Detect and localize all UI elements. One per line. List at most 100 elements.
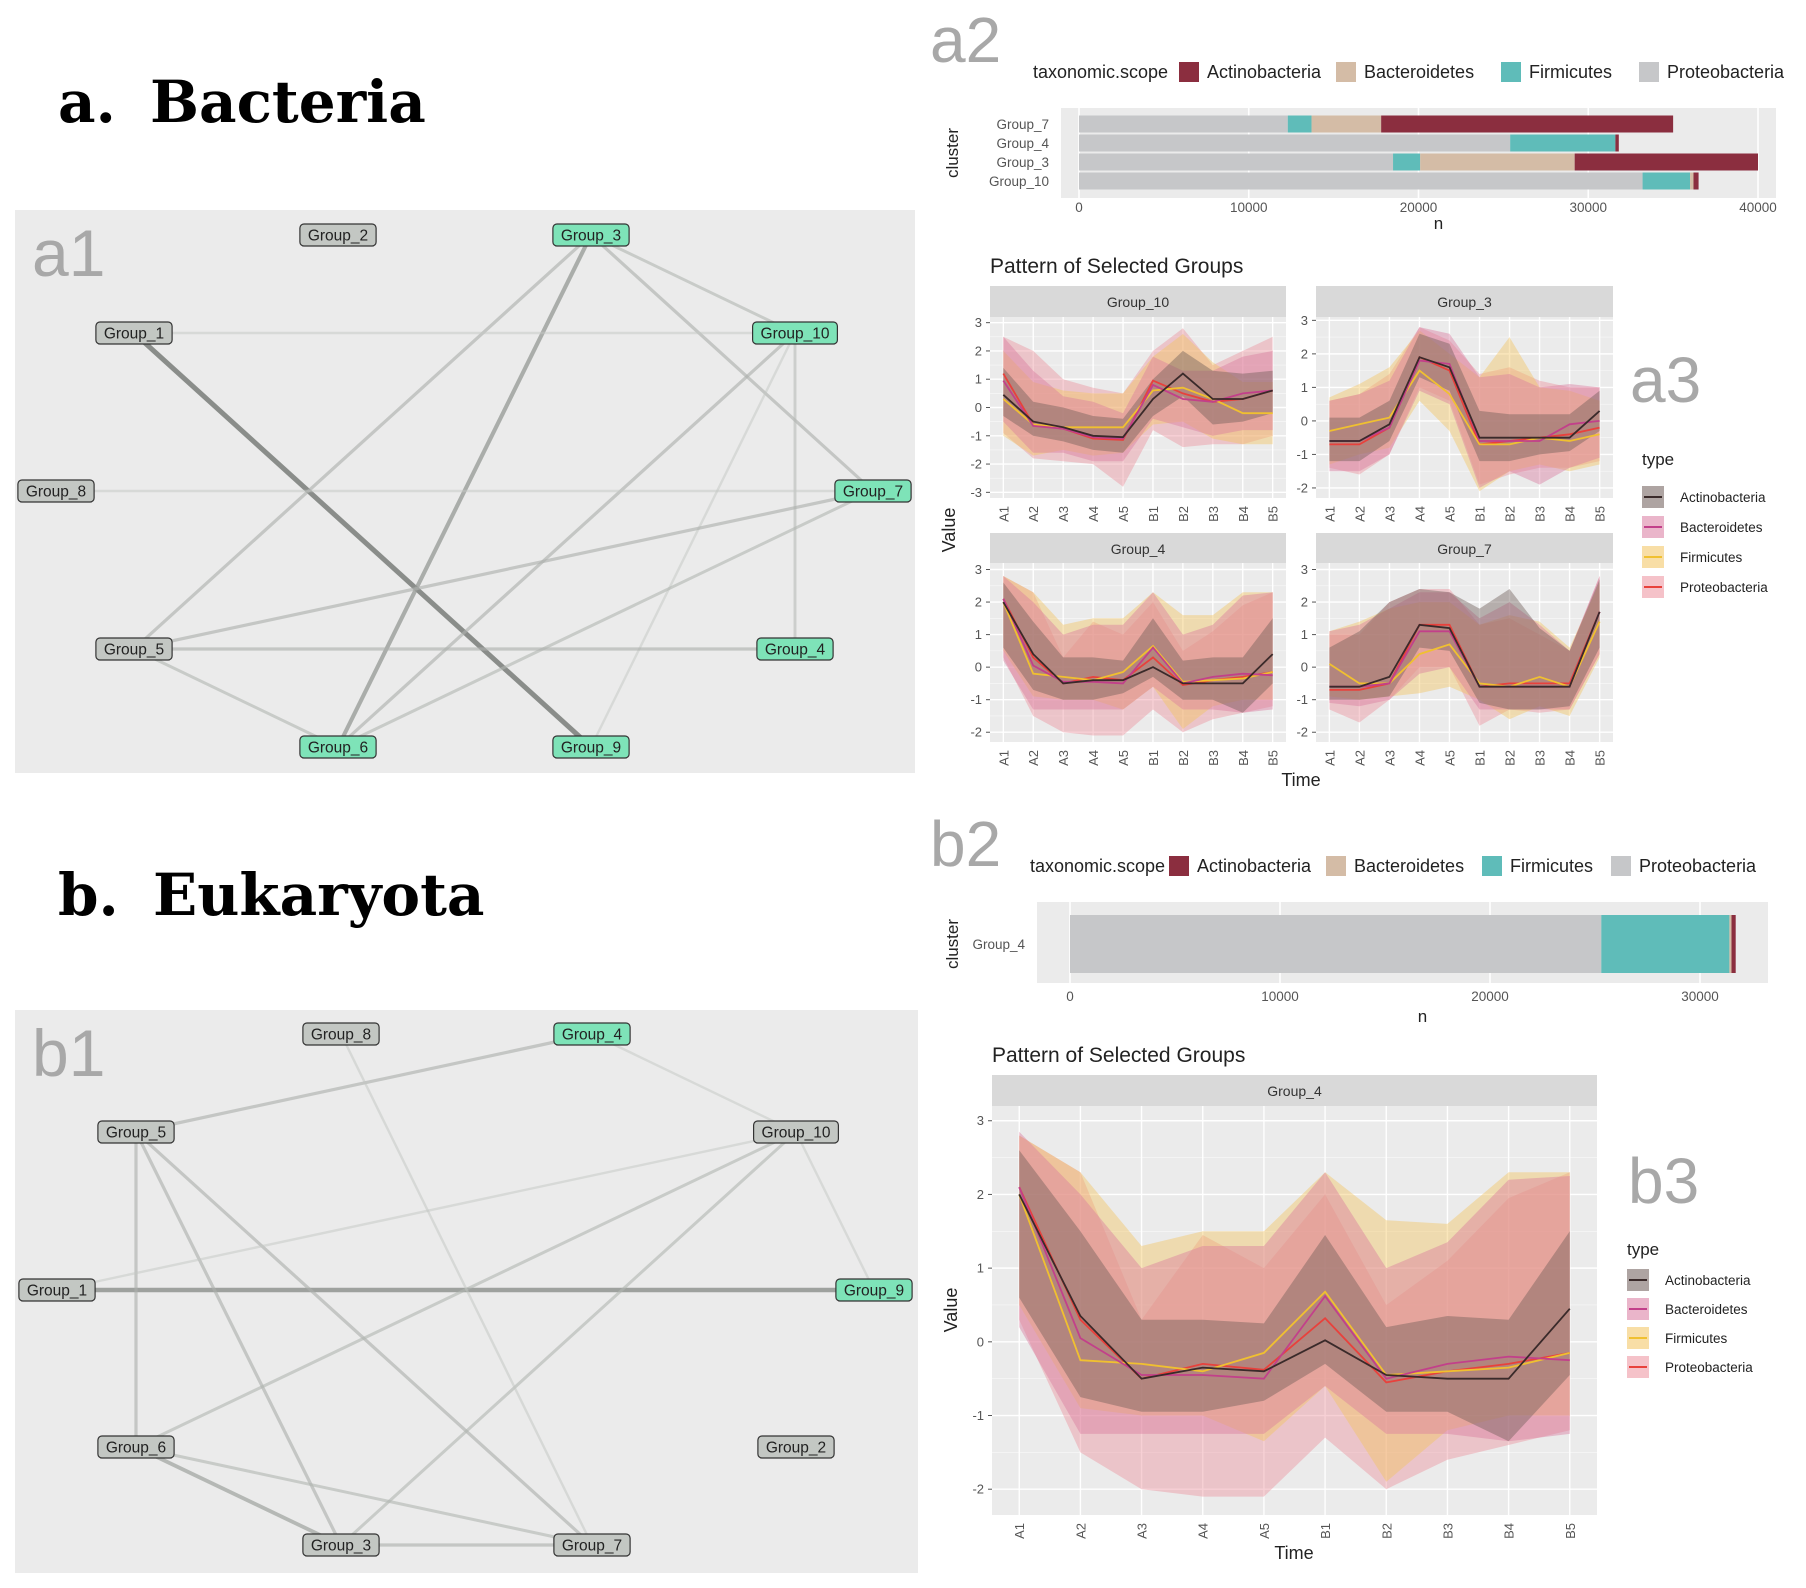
facet-background <box>1316 563 1613 742</box>
network-node-label: Group_5 <box>106 1125 166 1142</box>
legend-swatch <box>1179 62 1199 82</box>
y-tick-label: -1 <box>972 1408 984 1423</box>
x-tick-label: B5 <box>1266 750 1281 766</box>
x-tick-label: A2 <box>1352 750 1367 766</box>
network-node-label: Group_9 <box>561 740 621 757</box>
x-tick-label: A4 <box>1086 750 1101 766</box>
series-line <box>1328 621 1601 688</box>
section-a-letter: a. <box>58 68 116 136</box>
x-tick-label: A5 <box>1116 506 1131 522</box>
y-tick-label: 2 <box>975 595 982 610</box>
x-tick-label: B3 <box>1440 1523 1455 1539</box>
network-node-label: Group_8 <box>26 484 86 501</box>
x-tick-label: A1 <box>1322 506 1337 522</box>
bar-segment <box>1574 153 1758 171</box>
y-tick-label: -1 <box>1296 692 1308 707</box>
line-facets-a3: Pattern of Selected Groups Group_10 -3 -2 -1… <box>939 255 1768 790</box>
network-node-box <box>299 223 377 247</box>
x-tick-label: B1 <box>1146 750 1161 766</box>
network-node: Group_6 <box>97 1435 175 1459</box>
legend-label: Bacteroidetes <box>1665 1302 1748 1317</box>
x-tick-label: A4 <box>1412 506 1427 522</box>
network-node: Group_10 <box>751 321 838 345</box>
x-tick-label: A4 <box>1196 1523 1211 1539</box>
legend-swatch <box>1169 856 1189 876</box>
x-tick-label: A2 <box>1352 506 1367 522</box>
network-node: Group_1 <box>95 321 173 345</box>
series-line <box>1002 601 1273 683</box>
network-node-label: Group_6 <box>308 740 368 757</box>
bar-segment <box>1420 153 1575 171</box>
facet-strip <box>990 533 1286 564</box>
x-tick-label: A5 <box>1442 750 1457 766</box>
facet-background <box>992 1106 1597 1515</box>
x-tick-label: A3 <box>1382 506 1397 522</box>
x-tick-label: B5 <box>1266 506 1281 522</box>
network-node: Group_4 <box>553 1022 631 1046</box>
x-tick-label: B5 <box>1563 1523 1578 1539</box>
ribbon-band <box>1329 582 1600 720</box>
x-tick-label: B4 <box>1236 750 1251 766</box>
network-edge <box>133 647 339 749</box>
facet-panel: Group_4 -2 -1 0 1 2 3 A1 A2 A3 A4 A5 B1 B2 B3 B4 B5 <box>970 533 1286 766</box>
network-node-box <box>834 479 912 503</box>
bar-segment <box>1601 915 1730 973</box>
y-axis-label: cluster <box>943 919 962 969</box>
network-node-box <box>752 1120 839 1144</box>
y-tick-label: Group_7 <box>996 117 1049 132</box>
ribbon-band <box>1019 1135 1570 1482</box>
legend-label: Proteobacteria <box>1680 580 1768 595</box>
network-node-label: Group_4 <box>765 642 826 659</box>
x-tick-label: B5 <box>1593 506 1608 522</box>
x-tick-label: B4 <box>1236 506 1251 522</box>
y-tick-label: 0 <box>1301 413 1308 428</box>
network-node-box <box>757 1435 835 1459</box>
facet-panel: Group_4 -2 -1 0 1 2 3 A1 A2 A3 A4 A5 B1 B2 B3 B4 B5 <box>972 1075 1597 1539</box>
legend-title: taxonomic.scope <box>1030 856 1165 876</box>
y-tick-label: 1 <box>975 372 982 387</box>
legend-title: taxonomic.scope <box>1033 62 1168 82</box>
x-tick-label: A1 <box>996 506 1011 522</box>
network-edge <box>591 1032 797 1134</box>
legend-swatch <box>1611 856 1631 876</box>
series-line <box>1002 380 1273 440</box>
network-node: Group_3 <box>552 223 630 247</box>
series-line <box>1018 1186 1570 1380</box>
network-edge <box>132 331 593 749</box>
bar-segment <box>1510 134 1616 152</box>
network-node-label: Group_7 <box>562 1538 622 1555</box>
network-node-box <box>302 1533 380 1557</box>
facet-strip <box>1316 533 1613 564</box>
y-tick-label: 0 <box>1301 660 1308 675</box>
legend-label: Firmicutes <box>1510 856 1593 876</box>
series-line <box>1002 372 1273 439</box>
network-node-label: Group_2 <box>766 1440 826 1457</box>
x-tick-label: 0 <box>1075 200 1083 215</box>
bar-segment <box>1381 115 1674 133</box>
legend-label: Proteobacteria <box>1667 62 1785 82</box>
x-tick-label: 20000 <box>1471 989 1509 1004</box>
y-tick-label: Group_4 <box>972 937 1025 952</box>
y-tick-label: -1 <box>970 428 982 443</box>
x-tick-label: A4 <box>1086 506 1101 522</box>
network-edge <box>589 332 797 748</box>
x-axis-label: n <box>1418 1007 1427 1026</box>
chart-title: Pattern of Selected Groups <box>992 1044 1245 1067</box>
series-line <box>1002 598 1273 685</box>
y-tick-label: -2 <box>972 1482 984 1497</box>
y-tick-label: 1 <box>977 1261 984 1276</box>
x-tick-label: 40000 <box>1739 200 1777 215</box>
x-tick-label: B2 <box>1503 506 1518 522</box>
bar-segment <box>1690 172 1694 190</box>
legend-swatch <box>1639 62 1659 82</box>
y-tick-label: Group_4 <box>996 136 1049 151</box>
y-axis-label: Value <box>939 508 959 553</box>
x-tick-label: A1 <box>1322 750 1337 766</box>
bar-segment <box>1693 172 1699 190</box>
legend-label: Actinobacteria <box>1197 856 1312 876</box>
network-node-label: Group_1 <box>104 326 164 343</box>
legend-swatch <box>1326 856 1346 876</box>
legend-label: Firmicutes <box>1680 550 1743 565</box>
x-tick-label: 30000 <box>1681 989 1719 1004</box>
